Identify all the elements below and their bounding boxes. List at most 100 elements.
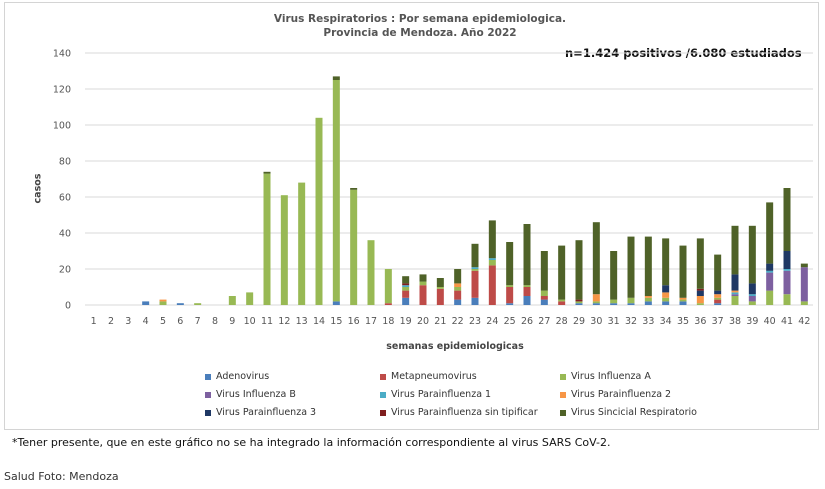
bar-segment [402,285,410,287]
x-tick-label: 33 [642,316,654,327]
bar-segment [194,303,202,305]
legend-swatch [380,391,386,398]
bar-segment [540,299,548,305]
legend-swatch [205,373,211,380]
x-tick-label: 24 [486,316,498,327]
bar-segment [350,188,358,190]
bar-segment [471,267,479,269]
bar-segment [402,297,410,305]
bar-segment [800,263,808,268]
chart-frame: Virus Respiratorios : Por semana epidemi… [4,2,819,430]
bar-segment [523,224,531,286]
bar-segment [280,195,288,305]
bar-segment [228,296,236,305]
legend-swatch [205,409,211,416]
legend-item: Virus Parainfluenza sin tipificar [380,407,538,418]
bar-segment [696,290,704,296]
legend-item: Virus Parainfluenza 1 [380,389,491,400]
legend-item: Virus Parainfluenza 2 [560,389,671,400]
legend-item: Virus Influenza A [560,371,651,382]
bar-segment [540,251,548,291]
x-tick-label: 17 [365,316,377,327]
bar-segment [731,225,739,275]
x-tick-label: 31 [608,316,620,327]
x-tick-label: 30 [590,316,602,327]
x-tick-label: 42 [798,316,810,327]
bar-segment [800,267,808,302]
bar-segment [506,287,514,304]
bar-segment [436,278,444,287]
legend-label: Virus Parainfluenza 3 [216,407,317,418]
bar-segment [315,117,323,305]
bar-segment [575,303,583,305]
bar-segment [679,297,687,300]
bar-segment [298,182,306,305]
bar-segment [454,269,462,284]
x-tick-label: 25 [504,316,516,327]
x-tick-label: 20 [417,316,429,327]
x-tick-label: 39 [746,316,758,327]
bar-segment [471,270,479,298]
x-tick-label: 26 [521,316,533,327]
bar-segment [766,272,774,291]
bar-segment [454,287,462,291]
bar-segment [766,263,774,271]
bar-segment [748,294,756,296]
bar-segment [696,238,704,289]
bar-segment [662,297,670,302]
bar-segment [592,301,600,304]
bar-segment [627,303,635,305]
bar-segment [610,251,618,300]
bar-segment [575,240,583,300]
footnote: *Tener presente, que en este gráfico no … [12,436,611,449]
bar-segment [332,80,340,302]
legend-swatch [380,373,386,380]
bar-segment [263,171,271,174]
bar-segment [662,238,670,286]
y-tick-label: 100 [53,121,71,132]
bar-segment [402,283,410,286]
bar-segment [176,303,184,305]
bar-segment [384,269,392,304]
bar-segment [766,290,774,305]
bar-segment [246,292,254,305]
bar-segment [506,242,514,286]
x-tick-label: 4 [143,316,149,327]
bar-segment [506,285,514,287]
bar-segment [592,294,600,302]
bar-segment [454,299,462,305]
x-tick-label: 38 [729,316,741,327]
legend-label: Virus Influenza B [216,389,296,400]
bar-segment [523,287,531,296]
bar-segment [714,303,722,305]
bar-segment [471,243,479,268]
x-tick-label: 21 [434,316,446,327]
photo-caption: Salud Foto: Mendoza [4,470,119,483]
legend-swatch [560,391,566,398]
x-tick-label: 14 [313,316,325,327]
bar-segment [627,236,635,298]
bar-segment [506,303,514,305]
bar-segment [731,296,739,305]
bar-segment [714,290,722,295]
x-tick-label: 9 [229,316,235,327]
bar-segment [523,285,531,287]
x-tick-label: 41 [781,316,793,327]
bar-segment [696,296,704,304]
legend-label: Virus Parainfluenza 2 [571,389,672,400]
bar-segment [332,301,340,305]
bar-segment [714,297,722,300]
bar-segment [644,301,652,305]
bar-segment [627,297,635,304]
x-tick-label: 13 [296,316,308,327]
bar-segment [350,189,358,305]
bar-segment [644,236,652,296]
bar-segment [575,299,583,302]
bar-segment [384,303,392,305]
x-tick-label: 8 [212,316,218,327]
x-tick-label: 40 [764,316,776,327]
legend-swatch [560,409,566,416]
bar-segment [402,276,410,284]
bar-segment [436,288,444,305]
bar-segment [748,301,756,305]
